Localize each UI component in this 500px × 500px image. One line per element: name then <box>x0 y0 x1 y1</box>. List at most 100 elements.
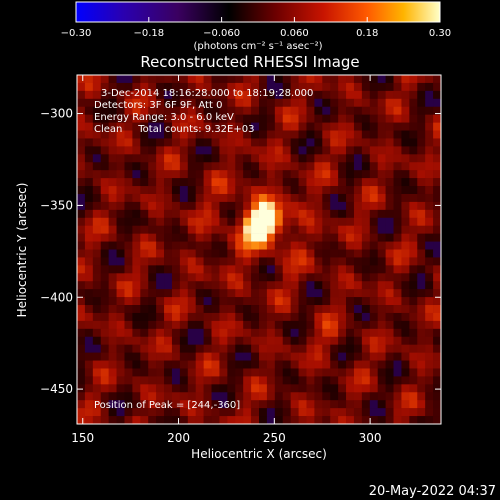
heatmap-cell <box>84 408 94 417</box>
heatmap-cell <box>417 384 426 393</box>
heatmap-cell <box>92 138 102 147</box>
plot-frame <box>76 74 442 425</box>
heatmap-cell <box>377 114 386 123</box>
heatmap-cell <box>322 384 331 393</box>
heatmap-cell <box>116 201 125 211</box>
heatmap-cell <box>195 344 204 353</box>
heatmap-cell <box>369 368 378 377</box>
heatmap-cell <box>179 289 189 298</box>
heatmap-cell <box>251 312 260 322</box>
heatmap-cell <box>393 217 402 226</box>
heatmap-cell <box>203 217 212 226</box>
heatmap-cell <box>259 90 268 100</box>
heatmap-cell <box>124 186 133 195</box>
heatmap-cell <box>306 305 315 314</box>
heatmap-cell <box>251 265 260 274</box>
heatmap-cell <box>346 193 355 203</box>
heatmap-cell <box>203 408 212 417</box>
heatmap-cell <box>140 75 149 84</box>
heatmap-cell <box>282 416 291 424</box>
heatmap-cell <box>164 297 173 306</box>
heatmap-cell <box>377 368 386 377</box>
heatmap-cell <box>353 225 363 234</box>
heatmap-cell <box>306 98 315 108</box>
heatmap-cell <box>164 273 173 282</box>
heatmap-cell <box>227 122 236 131</box>
heatmap-cell <box>227 193 236 203</box>
heatmap-cell <box>290 90 299 100</box>
heatmap-cell <box>227 98 236 108</box>
heatmap-cell <box>92 281 102 290</box>
heatmap-cell <box>156 162 165 171</box>
heatmap-cell <box>171 186 181 195</box>
heatmap-cell <box>417 289 426 298</box>
heatmap-cell <box>385 178 394 187</box>
heatmap-cell <box>425 225 434 234</box>
heatmap-cell <box>259 312 268 322</box>
heatmap-cell <box>393 201 402 211</box>
heatmap-cell <box>195 241 204 250</box>
heatmap-cell <box>259 122 268 131</box>
timestamp: 20-May-2022 04:37 <box>369 484 496 499</box>
heatmap-cell <box>409 170 418 179</box>
heatmap-cell <box>393 170 402 179</box>
heatmap-cell <box>235 368 244 377</box>
heatmap-cell <box>116 249 125 258</box>
heatmap-cell <box>433 233 441 242</box>
heatmap-cell <box>274 130 284 139</box>
heatmap-cell <box>266 114 276 123</box>
heatmap-cell <box>235 233 244 242</box>
heatmap-cell <box>116 368 125 377</box>
heatmap-cell <box>322 312 331 322</box>
heatmap-cell <box>306 360 315 369</box>
heatmap-cell <box>433 257 441 266</box>
heatmap-cell <box>251 416 260 424</box>
heatmap-cell <box>369 344 378 353</box>
heatmap-cell <box>203 257 212 266</box>
heatmap-cell <box>108 193 117 203</box>
heatmap-cell <box>377 352 386 361</box>
heatmap-cell <box>140 193 149 203</box>
heatmap-cell <box>243 186 252 195</box>
heatmap-cell <box>330 416 339 424</box>
heatmap-cell <box>243 122 252 131</box>
peak-position-label: Position of Peak = [244,-360] <box>94 400 240 411</box>
heatmap-cell <box>124 400 133 409</box>
heatmap-cell <box>401 257 410 266</box>
heatmap-cell <box>338 241 347 250</box>
heatmap-cell <box>314 297 323 306</box>
heatmap-cell <box>148 122 157 131</box>
heatmap-cell <box>330 241 339 250</box>
heatmap-cell <box>124 289 133 298</box>
heatmap-cell <box>132 360 141 369</box>
heatmap-cell <box>251 257 260 266</box>
heatmap-cell <box>385 186 394 195</box>
heatmap-cell <box>92 193 102 203</box>
heatmap-cell <box>84 336 94 345</box>
heatmap-cell <box>77 320 86 330</box>
heatmap-cell <box>203 352 212 361</box>
heatmap-cell <box>346 201 355 211</box>
heatmap-cell <box>361 130 371 139</box>
heatmap-cell <box>171 217 181 226</box>
heatmap-cell <box>425 336 434 345</box>
heatmap-cell <box>369 392 378 401</box>
heatmap-cell <box>164 328 173 338</box>
heatmap-cell <box>179 281 189 290</box>
heatmap-cell <box>211 352 220 361</box>
heatmap-cell <box>251 384 260 393</box>
heatmap-cell <box>290 297 299 306</box>
heatmap-cell <box>171 305 181 314</box>
heatmap-cell <box>243 289 252 298</box>
heatmap-cell <box>259 241 268 250</box>
heatmap-cell <box>266 384 276 393</box>
heatmap-cell <box>282 273 291 282</box>
heatmap-cell <box>211 249 220 258</box>
heatmap-cell <box>235 186 244 195</box>
heatmap-cell <box>346 162 355 171</box>
heatmap-cell <box>274 201 284 211</box>
heatmap-cell <box>433 392 441 401</box>
heatmap-cell <box>338 186 347 195</box>
heatmap-cell <box>77 186 86 195</box>
heatmap-cell <box>282 241 291 250</box>
